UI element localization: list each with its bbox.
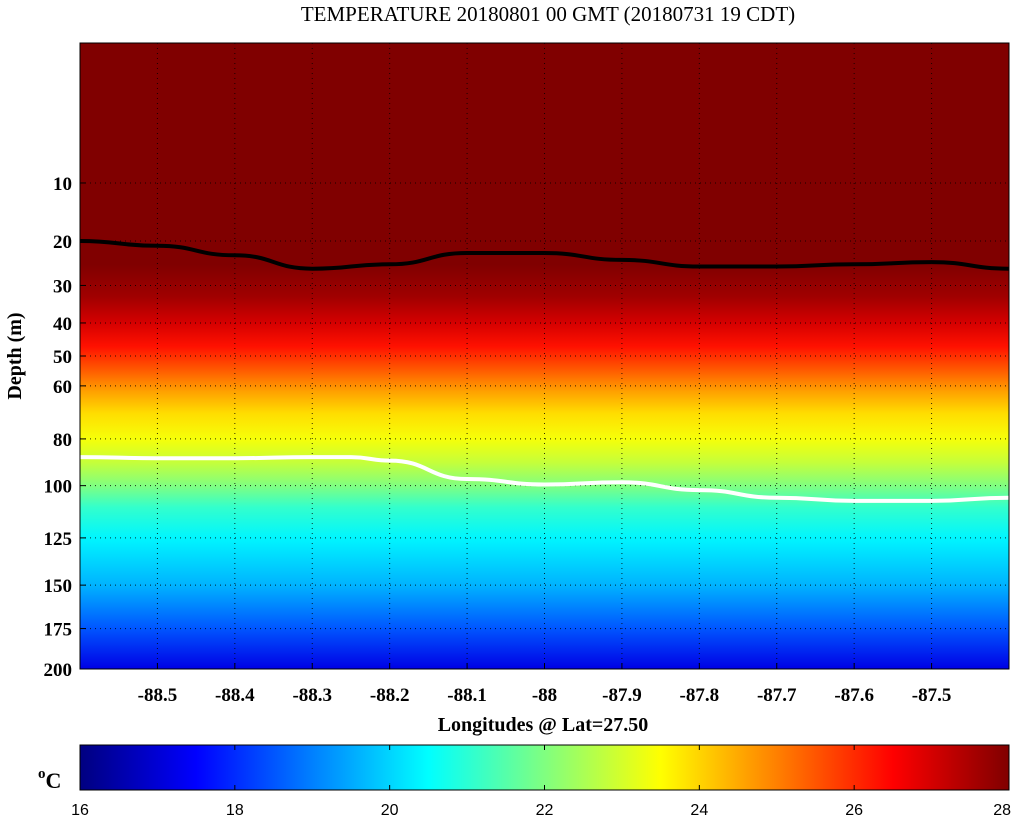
y-tick-label-1: 20	[53, 232, 72, 253]
y-tick-label-3: 40	[53, 314, 72, 335]
colorbar-tick-label-6: 28	[993, 802, 1011, 819]
colorbar-unit-degree: o	[38, 766, 46, 782]
y-tick-label-11: 200	[44, 660, 73, 681]
colorbar-tick-label-1: 18	[226, 802, 244, 819]
y-axis-label: Depth (m)	[4, 312, 26, 399]
x-axis-ticks: -88.5 -88.4 -88.3 -88.2 -88.1 -88 -87.9 -87.8 -8…	[138, 663, 952, 706]
x-tick-label-0: -88.5	[138, 685, 178, 706]
y-tick-label-4: 50	[53, 347, 72, 368]
x-tick-label-10: -87.5	[912, 685, 952, 706]
y-tick-label-2: 30	[53, 276, 72, 297]
x-tick-label-8: -87.7	[757, 685, 797, 706]
colorbar-ticks: 16 18 20 22 24 26 28	[71, 745, 1011, 819]
x-tick-label-7: -87.8	[680, 685, 720, 706]
colorbar-tick-label-0: 16	[71, 802, 89, 819]
x-tick-label-1: -88.4	[215, 685, 255, 706]
heatmap-field	[80, 43, 1009, 669]
colorbar-unit-label: oC	[38, 766, 61, 793]
y-tick-label-0: 10	[53, 174, 72, 195]
colorbar	[79, 744, 1010, 791]
x-tick-label-2: -88.3	[292, 685, 332, 706]
x-axis-label: Longitudes @ Lat=27.50	[438, 714, 649, 736]
colorbar-tick-label-2: 20	[381, 802, 399, 819]
contour-line-28c	[80, 239, 1009, 271]
y-axis-ticks: 10 20 30 40 50 60 80 100 125 150 175 200	[44, 174, 86, 681]
colorbar-tick-label-5: 26	[845, 802, 863, 819]
y-tick-label-8: 125	[44, 529, 73, 550]
colorbar-unit-c: C	[46, 768, 62, 793]
y-tick-label-7: 100	[44, 477, 73, 498]
x-tick-label-4: -88.1	[447, 685, 487, 706]
y-tick-label-6: 80	[53, 430, 72, 451]
x-tick-label-6: -87.9	[602, 685, 642, 706]
contour-line-22c	[80, 455, 1009, 503]
chart-title: TEMPERATURE 20180801 00 GMT (20180731 19…	[301, 2, 795, 26]
y-tick-label-10: 175	[44, 620, 73, 641]
y-tick-label-5: 60	[53, 377, 72, 398]
colorbar-tick-label-3: 22	[536, 802, 554, 819]
colorbar-tick-label-4: 24	[690, 802, 708, 819]
isotherm-contours	[80, 239, 1009, 503]
x-tick-label-3: -88.2	[370, 685, 410, 706]
y-tick-label-9: 150	[44, 576, 73, 597]
x-tick-label-9: -87.6	[834, 685, 874, 706]
x-tick-label-5: -88	[532, 685, 557, 706]
